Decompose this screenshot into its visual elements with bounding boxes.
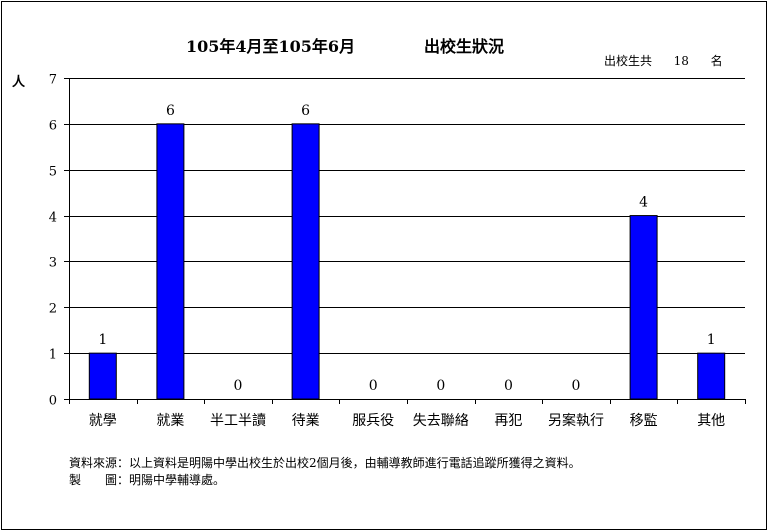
data-label: 0 (234, 378, 243, 394)
category-label: 服兵役 (352, 413, 394, 429)
total-number: 18 (673, 54, 689, 68)
y-tick-label: 4 (49, 211, 57, 226)
category-label: 再犯 (494, 413, 522, 429)
category-label: 失去聯絡 (413, 413, 469, 429)
y-tick-label: 7 (49, 73, 57, 88)
category-label: 半工半讀 (210, 413, 266, 429)
data-label: 4 (639, 195, 648, 211)
maker-note: 製 圖：明陽中學輔導處。 (69, 473, 226, 487)
chart-subtitle: 出校生狀況 (424, 37, 505, 56)
bar (156, 123, 185, 400)
data-label: 0 (369, 378, 378, 394)
bar (629, 215, 658, 400)
y-tick-label: 2 (49, 302, 57, 317)
total-count: 出校生共 18 名 (604, 52, 723, 69)
category-label: 其他 (697, 413, 725, 429)
source-note: 資料來源：以上資料是明陽中學出校生於出校2個月後，由輔導教師進行電話追蹤所獲得之… (69, 456, 581, 470)
data-label: 6 (301, 103, 310, 119)
y-tick-label: 5 (49, 165, 57, 180)
data-label: 0 (572, 378, 581, 394)
bar (88, 352, 117, 400)
category-label: 就學 (89, 413, 117, 429)
chart-title: 105年4月至105年6月 (186, 37, 356, 56)
category-label: 就業 (156, 413, 184, 429)
bar (291, 123, 320, 400)
y-tick-label: 0 (49, 394, 57, 409)
data-label: 1 (98, 332, 107, 348)
total-prefix: 出校生共 (604, 54, 653, 68)
data-label: 0 (504, 378, 513, 394)
bar (697, 352, 726, 400)
data-label: 0 (436, 378, 445, 394)
data-label: 1 (707, 332, 716, 348)
y-tick-label: 3 (49, 256, 57, 271)
total-suffix: 名 (710, 54, 723, 68)
y-tick-label: 6 (49, 119, 57, 134)
y-tick-label: 1 (49, 348, 57, 363)
category-label: 待業 (292, 413, 320, 429)
y-axis-label: 人 (12, 75, 26, 90)
category-label: 另案執行 (548, 412, 604, 429)
data-label: 6 (166, 103, 175, 119)
category-label: 移監 (630, 412, 658, 429)
